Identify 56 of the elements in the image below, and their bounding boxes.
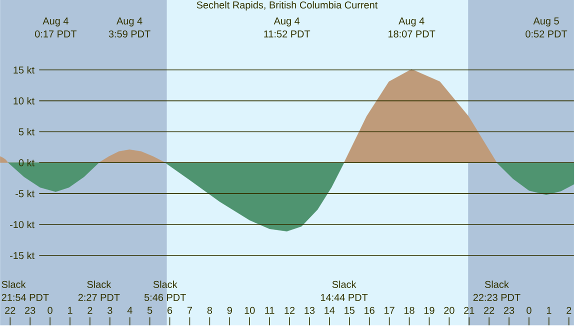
annotation: 22:23 PDT xyxy=(473,294,520,302)
x-tick-label: 3 xyxy=(108,307,112,314)
annotation: Aug 4 xyxy=(398,18,424,27)
x-tick-label: 20 xyxy=(444,307,454,314)
y-tick-label: -5 kt xyxy=(16,190,34,198)
annotation: 2:27 PDT xyxy=(78,294,120,302)
annotation: Slack xyxy=(153,280,178,288)
x-tick-label: 10 xyxy=(244,307,255,314)
x-tick-label: 9 xyxy=(227,307,232,314)
annotation: 0:52 PDT xyxy=(526,30,568,38)
x-tick-label: 22 xyxy=(5,307,16,314)
annotation: 14:44 PDT xyxy=(320,294,368,302)
y-tick-label: 5 kt xyxy=(18,128,34,136)
annotation: Aug 4 xyxy=(116,18,142,27)
x-tick-label: 0 xyxy=(48,307,52,314)
annotation: Slack xyxy=(332,280,356,288)
x-tick-label: 19 xyxy=(424,307,434,314)
x-tick-label: 12 xyxy=(284,307,295,314)
x-tick-label: 5 xyxy=(147,307,152,314)
x-tick-label: 6 xyxy=(168,307,172,314)
annotation: 0:17 PDT xyxy=(35,30,77,38)
annotation: Aug 5 xyxy=(533,18,559,27)
annotation: Slack xyxy=(2,280,26,288)
annotation: Aug 4 xyxy=(42,18,68,27)
annotation: 21:54 PDT xyxy=(2,294,49,302)
x-tick-label: 23 xyxy=(504,307,514,314)
x-tick-label: 18 xyxy=(404,307,414,314)
x-tick-label: 22 xyxy=(484,307,494,314)
x-tick-label: 1 xyxy=(68,307,72,314)
x-tick-label: 13 xyxy=(304,307,315,314)
x-tick-label: 21 xyxy=(464,307,474,314)
x-tick-label: 2 xyxy=(88,307,92,314)
x-tick-label: 15 xyxy=(344,307,355,314)
x-tick-label: 4 xyxy=(127,307,132,314)
x-tick-label: 23 xyxy=(25,307,36,314)
y-tick-label: 10 kt xyxy=(14,97,34,105)
y-tick-label: -15 kt xyxy=(10,252,34,260)
annotation: Slack xyxy=(484,280,509,288)
x-tick-label: 14 xyxy=(324,307,335,314)
x-tick-label: 8 xyxy=(207,307,212,314)
annotation: 5:46 PDT xyxy=(144,294,186,302)
x-tick-label: 16 xyxy=(364,307,374,314)
x-tick-label: 1 xyxy=(546,307,552,314)
y-tick-label: -10 kt xyxy=(10,220,34,228)
chart-title: Sechelt Rapids, British Columbia Current xyxy=(196,1,378,11)
x-tick-label: 17 xyxy=(384,307,394,314)
x-tick-label: 7 xyxy=(187,307,192,314)
annotation: Aug 4 xyxy=(274,18,300,27)
annotation: 3:59 PDT xyxy=(108,30,150,38)
annotation: Slack xyxy=(87,280,112,288)
x-tick-label: 0 xyxy=(526,307,532,314)
x-tick-label: 11 xyxy=(265,307,274,314)
annotation: 18:07 PDT xyxy=(388,30,436,38)
x-tick-label: 2 xyxy=(566,307,572,314)
y-tick-label: 15 kt xyxy=(14,66,34,74)
annotation: 11:52 PDT xyxy=(264,30,310,38)
